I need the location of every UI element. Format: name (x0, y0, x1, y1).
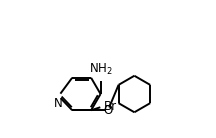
Text: O: O (103, 104, 113, 117)
Text: Br: Br (104, 100, 117, 113)
Text: N: N (54, 97, 63, 110)
Text: NH$_2$: NH$_2$ (89, 62, 113, 77)
